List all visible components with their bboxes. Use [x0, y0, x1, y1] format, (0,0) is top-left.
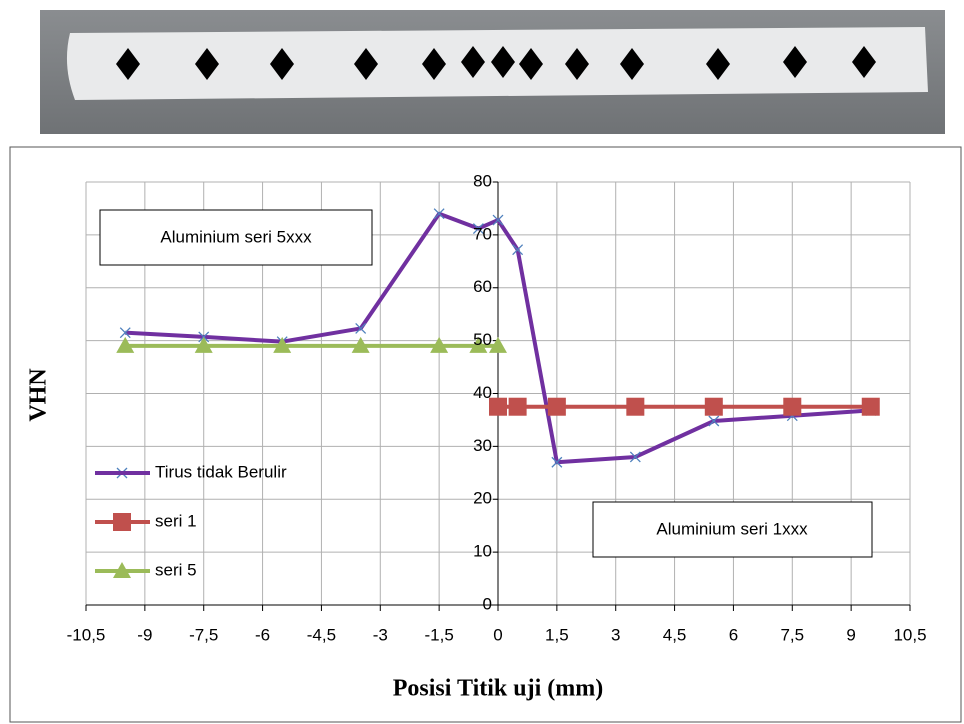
x-tick-label: 6	[729, 625, 738, 644]
annotation: Aluminium seri 1xxx	[656, 519, 808, 538]
marker	[629, 451, 641, 463]
marker	[708, 415, 720, 427]
marker	[547, 397, 566, 416]
legend-label: seri 5	[155, 560, 197, 579]
marker	[433, 208, 445, 220]
y-tick-label: 70	[473, 224, 492, 243]
annotation-box	[592, 501, 873, 558]
x-tick-label: -10,5	[67, 625, 106, 644]
annotation-box	[99, 209, 373, 266]
x-tick-label: -1,5	[424, 625, 453, 644]
x-tick-label: 1,5	[545, 625, 569, 644]
y-tick-label: 30	[473, 436, 492, 455]
y-tick-label: 50	[473, 330, 492, 349]
marker	[861, 397, 880, 416]
legend-label: seri 1	[155, 511, 197, 530]
specimen-photo	[40, 10, 945, 134]
y-tick-label: 40	[473, 383, 492, 402]
marker	[489, 336, 507, 353]
marker	[783, 397, 802, 416]
marker	[551, 456, 563, 468]
y-axis-title: VHN	[26, 368, 52, 422]
marker	[704, 397, 723, 416]
x-tick-label: 3	[611, 625, 620, 644]
legend-label: Tirus tidak Berulir	[155, 462, 287, 481]
annotation: Aluminium seri 5xxx	[160, 227, 312, 246]
marker	[508, 397, 527, 416]
y-tick-label: 60	[473, 277, 492, 296]
marker	[489, 397, 507, 416]
marker	[626, 397, 645, 416]
x-tick-label: -7,5	[189, 625, 218, 644]
y-tick-label: 80	[473, 171, 492, 190]
marker	[492, 214, 504, 226]
y-tick-label: 20	[473, 489, 492, 508]
x-tick-label: -6	[255, 625, 270, 644]
x-tick-label: 7,5	[780, 625, 804, 644]
marker	[469, 336, 488, 353]
x-tick-label: -3	[373, 625, 388, 644]
y-tick-label: 0	[483, 594, 492, 613]
marker	[116, 336, 135, 353]
marker	[472, 223, 484, 234]
x-tick-label: 10,5	[893, 625, 926, 644]
marker	[119, 327, 131, 339]
marker	[355, 323, 367, 334]
x-tick-label: 0	[493, 625, 502, 644]
x-tick-label: -4,5	[307, 625, 336, 644]
marker	[194, 336, 213, 353]
x-tick-label: 9	[846, 625, 855, 644]
x-tick-label: -9	[137, 625, 152, 644]
marker	[351, 336, 370, 353]
y-tick-label: 10	[473, 542, 492, 561]
marker	[273, 336, 292, 353]
marker	[430, 336, 449, 353]
x-axis-title: Posisi Titik uji (mm)	[393, 676, 603, 702]
marker	[512, 244, 524, 256]
x-tick-label: 4,5	[663, 625, 687, 644]
